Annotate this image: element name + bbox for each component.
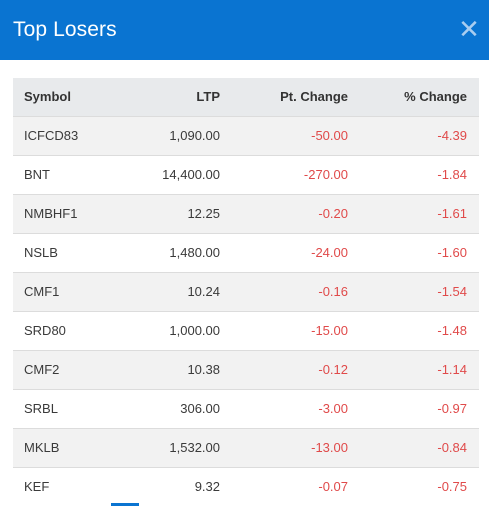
table-row[interactable]: SRD80 1,000.00 -15.00 -1.48: [13, 311, 479, 351]
cell-ltp: 14,400.00: [125, 155, 220, 195]
cell-ltp: 1,532.00: [125, 428, 220, 468]
table-body: ICFCD83 1,090.00 -50.00 -4.39 BNT 14,400.00 -2…: [13, 116, 479, 506]
table-header-row: Symbol LTP Pt. Change % Change: [13, 78, 479, 117]
modal-title: Top Losers: [13, 18, 117, 41]
column-header-symbol[interactable]: Symbol: [13, 78, 125, 117]
cell-pct-change: -0.84: [348, 428, 479, 468]
cell-symbol: NSLB: [13, 233, 125, 273]
cell-pct-change: -1.84: [348, 155, 479, 195]
losers-table-container: Symbol LTP Pt. Change % Change ICFCD83 1,…: [13, 78, 479, 506]
cell-pct-change: -1.54: [348, 272, 479, 312]
cell-symbol: CMF1: [13, 272, 125, 312]
cell-symbol: CMF2: [13, 350, 125, 390]
table-row[interactable]: CMF2 10.38 -0.12 -1.14: [13, 350, 479, 390]
cell-pt-change: -0.16: [220, 272, 348, 312]
cell-symbol: NMBHF1: [13, 194, 125, 234]
cell-symbol: BNT: [13, 155, 125, 195]
cell-ltp: 10.24: [125, 272, 220, 312]
table-row[interactable]: CMF1 10.24 -0.16 -1.54: [13, 272, 479, 312]
cell-pct-change: -0.75: [348, 467, 479, 506]
cell-pt-change: -3.00: [220, 389, 348, 429]
table-row[interactable]: KEF 9.32 -0.07 -0.75: [13, 467, 479, 506]
cell-pt-change: -0.20: [220, 194, 348, 234]
cell-symbol: SRBL: [13, 389, 125, 429]
cell-pct-change: -1.14: [348, 350, 479, 390]
table-row[interactable]: NMBHF1 12.25 -0.20 -1.61: [13, 194, 479, 234]
cell-symbol: KEF: [13, 467, 125, 506]
cell-pct-change: -1.48: [348, 311, 479, 351]
scroll-indicator[interactable]: [111, 503, 139, 506]
table-row[interactable]: MKLB 1,532.00 -13.00 -0.84: [13, 428, 479, 468]
cell-pt-change: -270.00: [220, 155, 348, 195]
cell-symbol: SRD80: [13, 311, 125, 351]
cell-pct-change: -4.39: [348, 116, 479, 156]
cell-pct-change: -0.97: [348, 389, 479, 429]
modal-header: Top Losers ✕: [0, 0, 489, 60]
cell-ltp: 1,090.00: [125, 116, 220, 156]
losers-table: Symbol LTP Pt. Change % Change ICFCD83 1,…: [13, 78, 479, 506]
cell-ltp: 1,000.00: [125, 311, 220, 351]
cell-pt-change: -0.07: [220, 467, 348, 506]
table-row[interactable]: ICFCD83 1,090.00 -50.00 -4.39: [13, 116, 479, 156]
cell-pt-change: -50.00: [220, 116, 348, 156]
table-row[interactable]: SRBL 306.00 -3.00 -0.97: [13, 389, 479, 429]
cell-ltp: 12.25: [125, 194, 220, 234]
cell-pt-change: -24.00: [220, 233, 348, 273]
column-header-ltp[interactable]: LTP: [125, 78, 220, 117]
table-row[interactable]: NSLB 1,480.00 -24.00 -1.60: [13, 233, 479, 273]
column-header-pct-change[interactable]: % Change: [348, 78, 479, 117]
cell-symbol: MKLB: [13, 428, 125, 468]
cell-symbol: ICFCD83: [13, 116, 125, 156]
cell-ltp: 10.38: [125, 350, 220, 390]
cell-pt-change: -0.12: [220, 350, 348, 390]
cell-pt-change: -15.00: [220, 311, 348, 351]
close-icon[interactable]: ✕: [458, 15, 480, 45]
cell-ltp: 9.32: [125, 467, 220, 506]
cell-pt-change: -13.00: [220, 428, 348, 468]
table-row[interactable]: BNT 14,400.00 -270.00 -1.84: [13, 155, 479, 195]
cell-ltp: 1,480.00: [125, 233, 220, 273]
cell-pct-change: -1.61: [348, 194, 479, 234]
cell-pct-change: -1.60: [348, 233, 479, 273]
column-header-pt-change[interactable]: Pt. Change: [220, 78, 348, 117]
cell-ltp: 306.00: [125, 389, 220, 429]
